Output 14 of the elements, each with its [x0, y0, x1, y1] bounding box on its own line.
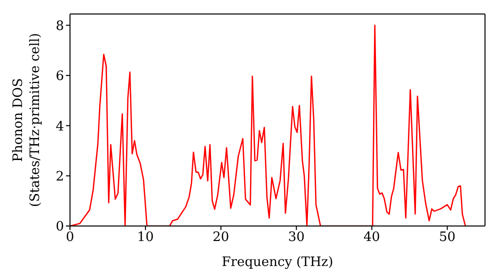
- x-tick-label: 40: [364, 230, 380, 246]
- y-tick-label: 8: [56, 18, 64, 34]
- x-tick-label: 20: [212, 230, 230, 246]
- line-series: [70, 24, 466, 226]
- y-axis-title: Phonon DOS (States/THz·primitive cell): [11, 32, 43, 208]
- y-tick-label: 4: [56, 119, 64, 134]
- x-tick-label: 0: [66, 230, 74, 246]
- y-tick-label: 0: [56, 220, 64, 235]
- y-tick-label: 6: [56, 69, 64, 84]
- x-tick-label: 30: [288, 230, 305, 246]
- y-tick-label: 2: [56, 169, 64, 184]
- x-tick-label: 10: [137, 230, 154, 246]
- x-tick-label: 50: [439, 230, 456, 246]
- x-axis-title: Frequency (THz): [222, 255, 334, 270]
